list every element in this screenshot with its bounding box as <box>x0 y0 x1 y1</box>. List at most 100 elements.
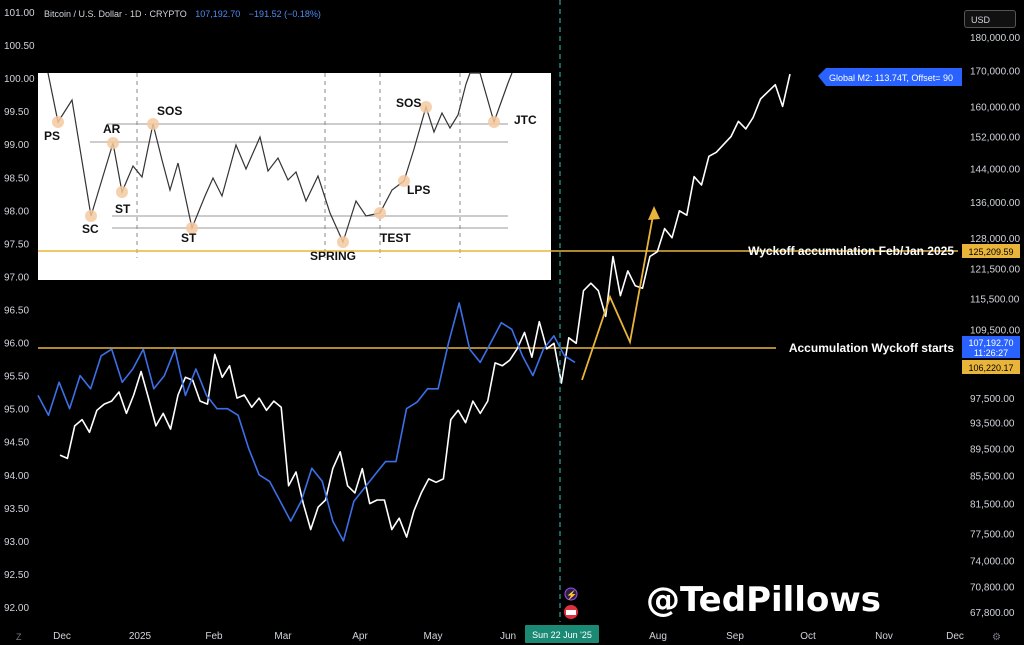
schematic-marker <box>116 186 128 198</box>
left-axis-tick: 93.50 <box>4 504 29 515</box>
tag-feb-jan-text: 125,209.59 <box>968 247 1013 257</box>
left-axis-tick: 92.00 <box>4 603 29 614</box>
left-axis-tick: 99.50 <box>4 107 29 118</box>
right-axis-tick: 170,000.00 <box>970 67 1020 78</box>
schematic-marker <box>398 175 410 187</box>
left-axis-tick: 101.00 <box>4 8 35 19</box>
x-axis-tick: Dec <box>53 631 71 642</box>
projection-arrowhead <box>648 206 660 220</box>
right-axis-tick: 180,000.00 <box>970 33 1020 44</box>
x-axis-tick: Feb <box>205 631 223 642</box>
right-axis-tick: 74,000.00 <box>970 556 1015 567</box>
left-axis-tick: 94.00 <box>4 471 29 482</box>
schematic-marker <box>337 236 349 248</box>
right-axis-tick: 144,000.00 <box>970 164 1020 175</box>
x-axis-tick: Nov <box>875 631 893 642</box>
schematic-label: TEST <box>380 231 411 245</box>
event-icon <box>564 587 578 601</box>
schematic-marker <box>52 116 64 128</box>
schematic-marker <box>85 210 97 222</box>
schematic-label: SPRING <box>310 249 356 263</box>
right-axis-tick: 81,500.00 <box>970 500 1015 511</box>
right-axis-tick: 70,800.00 <box>970 583 1015 594</box>
x-axis-tick: Jun <box>500 631 516 642</box>
right-axis-tick: 109,500.00 <box>970 326 1020 337</box>
series-group <box>37 73 791 542</box>
x-axis-tick: Dec <box>946 631 964 642</box>
symbol-header: Bitcoin / U.S. Dollar · 1D · CRYPTO 107,… <box>44 9 321 19</box>
schematic-label: JTC <box>514 113 537 127</box>
left-axis-tick: 95.50 <box>4 372 29 383</box>
left-axis-tick: 95.00 <box>4 405 29 416</box>
left-axis-tick: 98.50 <box>4 173 29 184</box>
right-axis-tick: 121,500.00 <box>970 264 1020 275</box>
schematic-label: PS <box>44 129 60 143</box>
schematic-marker <box>420 101 432 113</box>
m2-tag-bg <box>818 68 962 86</box>
wyckoff-start-label: Accumulation Wyckoff starts <box>789 341 954 355</box>
schematic-marker <box>147 118 159 130</box>
schematic-label: AR <box>103 122 121 136</box>
lightning-icon: ⚡ <box>566 589 577 601</box>
schematic-label: ST <box>181 231 197 245</box>
right-axis-tick: 93,500.00 <box>970 419 1015 430</box>
schematic-marker <box>488 116 500 128</box>
right-axis-tick: 77,500.00 <box>970 529 1015 540</box>
right-axis-tick: 89,500.00 <box>970 444 1015 455</box>
wyckoff-feb-jan-label: Wyckoff accumulation Feb/Jan 2025 <box>748 244 954 258</box>
right-axis-tick: 97,500.00 <box>970 394 1015 405</box>
right-axis-tick: 136,000.00 <box>970 198 1020 209</box>
tag-time-text: 11:26:27 <box>974 348 1008 358</box>
header-price: 107,192.70 <box>195 9 241 19</box>
tag-price-bg <box>962 336 1020 358</box>
projection-path <box>581 209 655 381</box>
tag-start-text: 106,220.17 <box>968 363 1013 373</box>
projection-arrows <box>581 206 660 381</box>
x-axis-tick: May <box>424 631 443 642</box>
schematic-label: SOS <box>157 104 182 118</box>
right-axis-tick: 152,000.00 <box>970 133 1020 144</box>
left-axis-tick: 100.50 <box>4 41 35 52</box>
schematic-marker <box>374 207 386 219</box>
btc-price-line <box>59 73 791 538</box>
accumulation-lines: Wyckoff accumulation Feb/Jan 2025 Accumul… <box>38 244 958 355</box>
symbol-title: Bitcoin / U.S. Dollar · 1D · CRYPTO <box>44 9 187 19</box>
x-axis-tick: Apr <box>352 631 368 642</box>
tag-feb-jan-bg <box>962 244 1020 258</box>
tag-price-text: 107,192.70 <box>968 338 1013 348</box>
left-axis-tick: 98.00 <box>4 206 29 217</box>
right-axis-tick: 115,500.00 <box>970 294 1020 305</box>
tag-start-bg <box>962 360 1020 374</box>
flag-stripe <box>566 610 576 615</box>
right-axis-tick: 67,800.00 <box>970 608 1015 619</box>
right-axis-tick: 128,000.00 <box>970 234 1020 245</box>
x-axis-tick: 2025 <box>129 631 152 642</box>
left-axis-tick: 96.00 <box>4 339 29 350</box>
schematic-label: SOS <box>396 96 421 110</box>
schematic-label: LPS <box>407 183 430 197</box>
left-axis-tick: 97.50 <box>4 239 29 250</box>
x-axis-tick: Sep <box>726 631 744 642</box>
right-axis-tick: 160,000.00 <box>970 102 1020 113</box>
zoom-icon: Z <box>16 632 22 642</box>
global-m2-line <box>37 302 576 542</box>
schematic-label: ST <box>115 202 131 216</box>
left-axis-tick: 99.00 <box>4 140 29 151</box>
price-tags: Global M2: 113.74T, Offset= 90 125,209.59… <box>818 68 1020 374</box>
x-axis-tick: Oct <box>800 631 816 642</box>
schematic-label: SC <box>82 222 99 236</box>
inset-background <box>38 73 551 280</box>
header-change: −191.52 (−0.18%) <box>248 9 321 19</box>
gear-icon: ⚙ <box>992 632 1001 643</box>
left-axis-tick: 100.00 <box>4 74 35 85</box>
x-axis-tick: Mar <box>274 631 292 642</box>
cursor-date-tag <box>525 625 599 643</box>
left-axis-tick: 94.50 <box>4 438 29 449</box>
cursor-date-label: Sun 22 Jun '25 <box>532 630 592 640</box>
left-axis-tick: 96.50 <box>4 306 29 317</box>
schematic-marker <box>107 137 119 149</box>
currency-button[interactable]: USD <box>964 10 1016 28</box>
watermark-handle: @TedPillows <box>646 580 881 620</box>
right-axis-tick: 85,500.00 <box>970 471 1015 482</box>
